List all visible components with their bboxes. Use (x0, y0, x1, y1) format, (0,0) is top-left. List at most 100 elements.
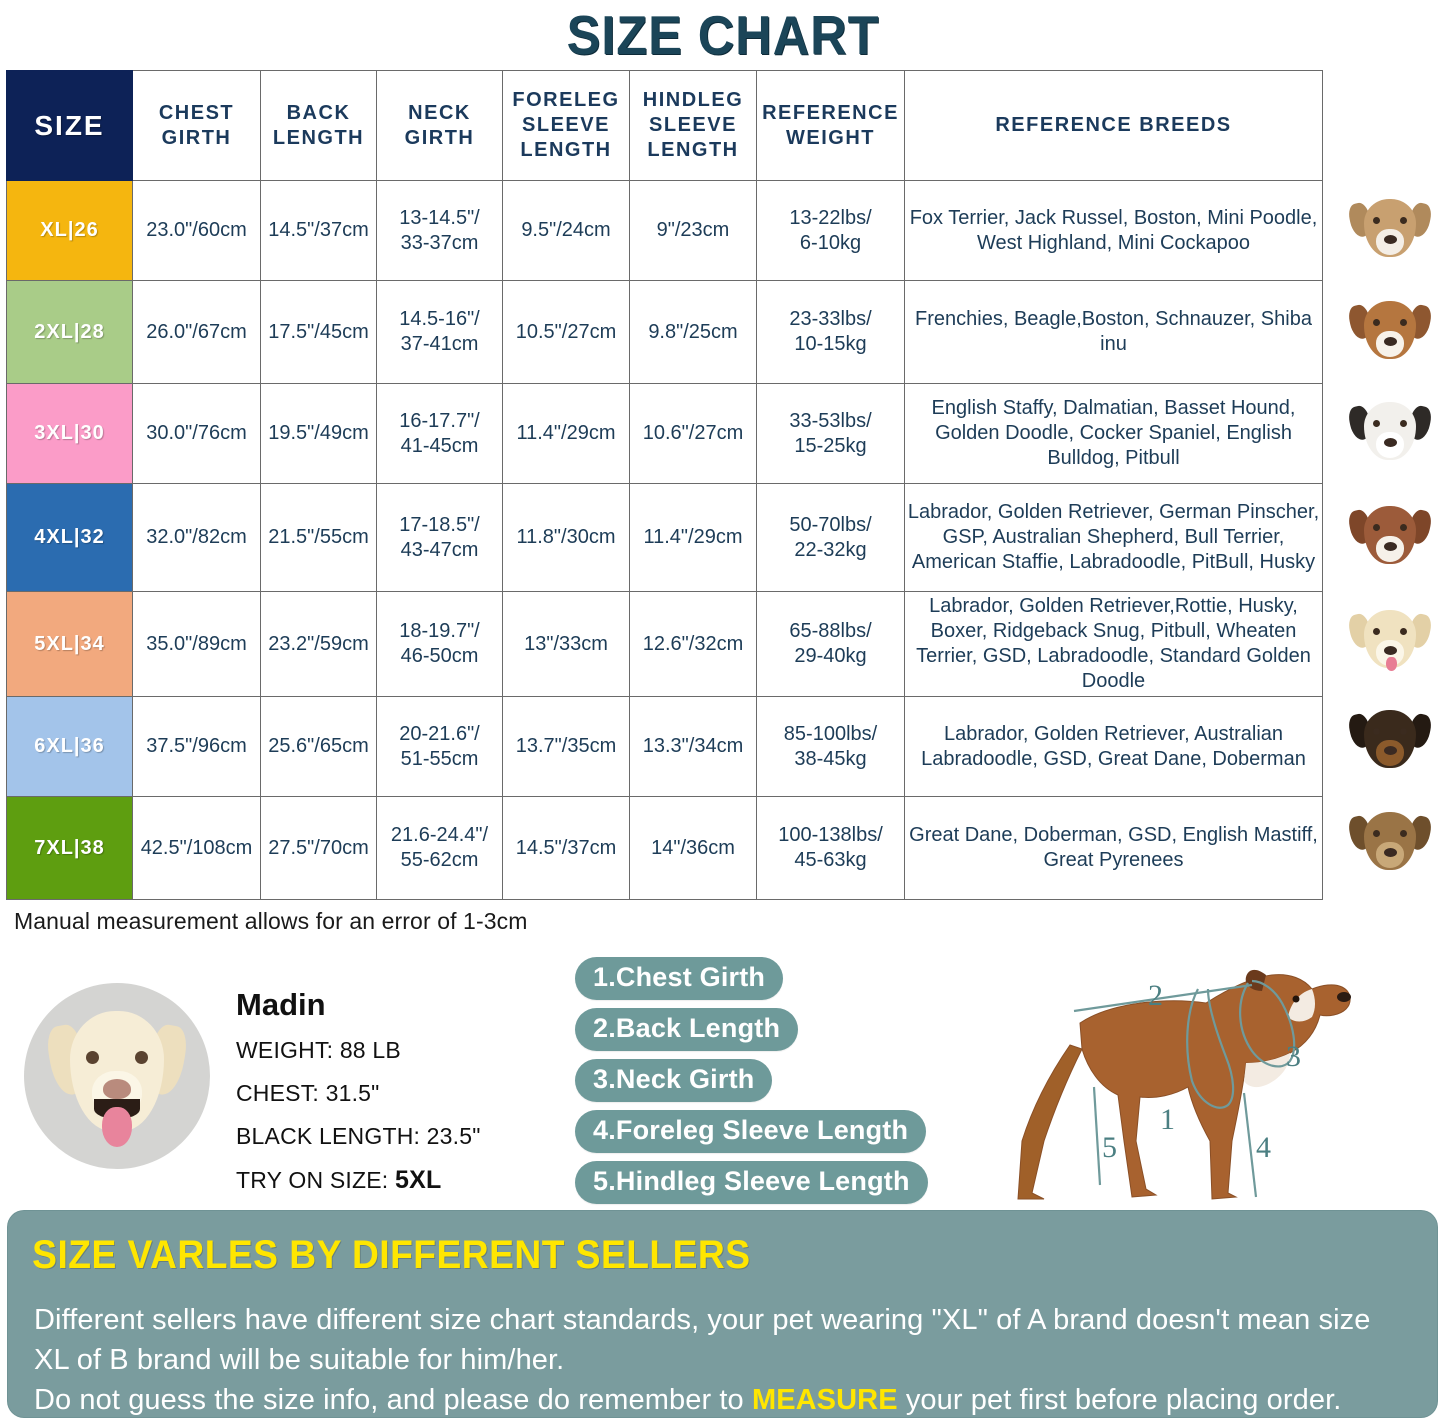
dog-diagram-svg (1017, 969, 1351, 1200)
measurement-note: Manual measurement allows for an error o… (14, 908, 528, 934)
header-hindleg-line-1: HINDLEG (642, 89, 744, 111)
banner-line-3: Do not guess the size info, and please d… (34, 1380, 1417, 1420)
neck-girth-line: 18-19.7"/ (399, 620, 480, 642)
breed-photo-jack-russell-terrier (1334, 177, 1445, 277)
reference-weight-line: 38-45kg (794, 747, 867, 770)
pet-try-on-row: TRY ON SIZE: 5XL (236, 1166, 481, 1195)
neck-girth-line: 17-18.5"/ (399, 513, 480, 536)
reference-weight-cell: 50-70lbs/22-32kg (756, 483, 905, 592)
dog-face-icon (1346, 498, 1433, 570)
header-neck-line-2: GIRTH (404, 126, 475, 149)
neck-girth-cell: 21.6-24.4"/ 55-62cm (376, 796, 503, 900)
reference-weight-cell: 85-100lbs/38-45kg (756, 696, 905, 797)
header-back-line-1: BACK (286, 101, 351, 124)
reference-breeds-cell: Great Dane, Doberman, GSD, English Masti… (904, 796, 1323, 900)
breed-photo-column (1334, 70, 1445, 891)
breed-photo-german-shepherd (1334, 688, 1445, 788)
measurement-legend: 1.Chest Girth 2.Back Length 3.Neck Girth 4.… (575, 957, 928, 1212)
size-badge: 5XL|34 (6, 591, 133, 697)
reference-weight-line: 10-15kg (794, 333, 867, 355)
header-neck-line-1: NECK (408, 101, 471, 124)
banner-title: SIZE VARLES BY DIFFERENT SELLERS (32, 1233, 751, 1277)
foreleg-sleeve-cell: 11.8"/30cm (502, 483, 630, 592)
neck-girth-cell: 18-19.7"/ 46-50cm (376, 591, 503, 697)
neck-girth-cell: 14.5-16"/ 37-41cm (376, 280, 503, 384)
header-chest-line-1: CHEST (158, 101, 235, 124)
table-row: 4XL|32 32.0"/82cm 21.5"/55cm 17-18.5"/43-47… (6, 483, 1323, 592)
back-length-cell: 14.5"/37cm (260, 180, 377, 281)
header-foreleg-line-2: SLEEVE (522, 114, 610, 136)
mid-section: Madin WEIGHT: 88 LB CHEST: 31.5" BLACK L… (0, 935, 1445, 1225)
foreleg-sleeve-cell: 13"/33cm (502, 591, 630, 697)
reference-breeds-cell: Frenchies, Beagle,Boston, Schnauzer, Shi… (904, 280, 1323, 384)
neck-girth-line: 37-41cm (400, 333, 479, 355)
neck-girth-line: 51-55cm (400, 747, 479, 770)
table-row: 5XL|34 35.0"/89cm 23.2"/59cm 18-19.7"/ 46-50… (6, 591, 1323, 697)
labrador-face-icon (44, 999, 190, 1169)
reference-breeds-cell: English Staffy, Dalmatian, Basset Hound,… (904, 383, 1323, 484)
hindleg-sleeve-cell: 14"/36cm (629, 796, 757, 900)
reference-weight-line: 85-100lbs/ (783, 722, 878, 745)
diagram-number-4: 4 (1256, 1131, 1271, 1164)
breed-photo-beagle (1334, 277, 1445, 380)
reference-weight-cell: 100-138lbs/45-63kg (756, 796, 905, 900)
size-badge: XL|26 (6, 180, 133, 281)
seller-notice-banner: SIZE VARLES BY DIFFERENT SELLERS Differe… (8, 1211, 1437, 1417)
pet-chest: CHEST: 31.5" (236, 1080, 380, 1106)
dog-face-icon (1346, 394, 1433, 466)
reference-weight-line: 65-88lbs/ (789, 620, 872, 642)
chest-girth-cell: 42.5"/108cm (132, 796, 261, 900)
reference-weight-line: 50-70lbs/ (789, 513, 872, 536)
hindleg-sleeve-cell: 9"/23cm (629, 180, 757, 281)
reference-weight-cell: 13-22lbs/6-10kg (756, 180, 905, 281)
header-hindleg-sleeve-length: HINDLEG SLEEVE LENGTH (629, 70, 757, 181)
diagram-number-2: 2 (1148, 979, 1163, 1012)
chest-girth-cell: 35.0"/89cm (132, 591, 261, 697)
dog-face-icon (1346, 702, 1433, 774)
reference-weight-cell: 23-33lbs/10-15kg (756, 280, 905, 384)
size-badge: 2XL|28 (6, 280, 133, 384)
header-reference-breeds: REFERENCE BREEDS (904, 70, 1323, 181)
reference-weight-line: 33-53lbs/ (789, 409, 872, 432)
neck-girth-line: 55-62cm (400, 849, 479, 871)
pet-back-length: BLACK LENGTH: 23.5" (236, 1123, 481, 1149)
chest-girth-cell: 37.5"/96cm (132, 696, 261, 797)
back-length-cell: 19.5"/49cm (260, 383, 377, 484)
banner-line-3-pre: Do not guess the size info, and please d… (34, 1384, 752, 1417)
dog-face-icon (1346, 804, 1433, 876)
neck-girth-line: 41-45cm (400, 434, 479, 457)
banner-line-3-post: your pet first before placing order. (897, 1384, 1342, 1417)
diagram-number-5: 5 (1102, 1131, 1117, 1164)
header-foreleg-sleeve-length: FORELEG SLEEVE LENGTH (502, 70, 630, 181)
neck-girth-cell: 17-18.5"/43-47cm (376, 483, 503, 592)
try-on-size: 5XL (394, 1166, 442, 1194)
reference-weight-line: 45-63kg (794, 849, 867, 871)
hindleg-sleeve-cell: 9.8"/25cm (629, 280, 757, 384)
neck-girth-line: 33-37cm (400, 231, 479, 254)
reference-weight-line: 6-10kg (799, 231, 862, 254)
back-length-cell: 23.2"/59cm (260, 591, 377, 697)
reference-weight-line: 100-138lbs/ (778, 824, 883, 846)
neck-girth-line: 43-47cm (400, 538, 479, 561)
foreleg-sleeve-cell: 13.7"/35cm (502, 696, 630, 797)
header-size: SIZE (6, 70, 133, 181)
banner-line-1: Different sellers have different size ch… (34, 1304, 1371, 1336)
table-row: 7XL|38 42.5"/108cm 27.5"/70cm 21.6-24.4"/ 55… (6, 796, 1323, 900)
size-badge: 4XL|32 (6, 483, 133, 592)
neck-girth-cell: 20-21.6"/51-55cm (376, 696, 503, 797)
back-length-cell: 25.6"/65cm (260, 696, 377, 797)
hindleg-sleeve-cell: 10.6"/27cm (629, 383, 757, 484)
chest-girth-cell: 32.0"/82cm (132, 483, 261, 592)
banner-line-2: XL of B brand will be suitable for him/h… (34, 1344, 565, 1377)
neck-girth-line: 46-50cm (400, 645, 479, 667)
try-on-label: TRY ON SIZE: (236, 1167, 389, 1193)
measurement-pill-1: 1.Chest Girth (575, 957, 784, 1000)
size-badge: 3XL|30 (6, 383, 133, 484)
header-hindleg-line-3: LENGTH (647, 139, 739, 161)
banner-body: Different sellers have different size ch… (8, 1278, 1437, 1420)
header-chest-girth: CHEST GIRTH (132, 70, 261, 181)
pet-weight: WEIGHT: 88 LB (236, 1037, 401, 1063)
header-weight-line-1: REFERENCE (762, 101, 899, 124)
reference-weight-line: 13-22lbs/ (789, 206, 872, 229)
measurement-pill-4: 4.Foreleg Sleeve Length (575, 1110, 927, 1153)
